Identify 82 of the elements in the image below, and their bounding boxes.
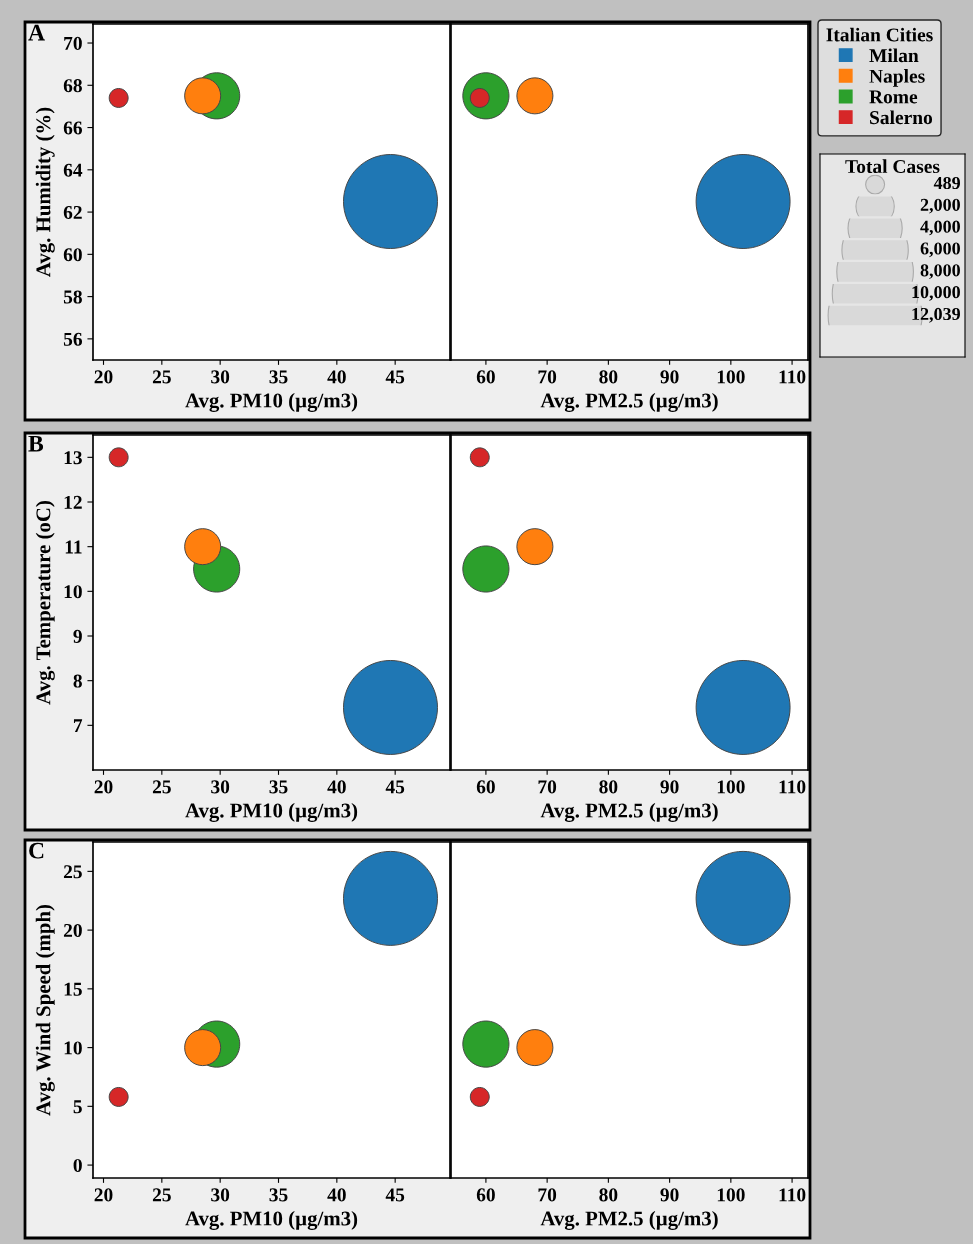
- x-axis-title: Avg. PM2.5 (µg/m3): [540, 392, 718, 412]
- x-tick-label: 90: [660, 370, 679, 384]
- x-tick-label: 110: [779, 780, 806, 794]
- x-tick-label: 100: [717, 370, 745, 384]
- x-tick-label: 110: [779, 370, 806, 384]
- y-axis-title: Avg. Wind Speed (mph): [35, 904, 55, 1116]
- y-tick-label: 58: [63, 290, 82, 304]
- legend-title: Italian Cities: [826, 27, 933, 42]
- legend-label: Rome: [869, 90, 918, 104]
- x-tick-label: 110: [779, 1188, 806, 1202]
- x-axis-title: Avg. PM10 (µg/m3): [185, 802, 358, 822]
- x-tick-label: 30: [211, 370, 230, 384]
- legend-label: 12,039: [912, 307, 960, 323]
- x-tick-label: 90: [660, 1188, 679, 1202]
- legend-label: Naples: [869, 69, 925, 87]
- legend-label: 2,000: [920, 198, 960, 214]
- x-axis-title: Avg. PM10 (µg/m3): [185, 1210, 358, 1230]
- y-axis-title: Avg. Temperature (oC): [35, 501, 55, 705]
- x-tick-label: 30: [211, 780, 230, 794]
- text: Total Cases: [845, 159, 940, 174]
- y-tick-label: 7: [73, 719, 83, 733]
- y-tick-label: 56: [63, 332, 83, 346]
- legend-label: 10,000: [912, 286, 960, 301]
- x-tick-label: 80: [599, 1188, 618, 1202]
- legend-label: 489: [933, 176, 960, 190]
- x-tick-label: 40: [327, 780, 346, 794]
- x-tick-label: 70: [538, 370, 557, 384]
- x-axis-title: Avg. PM2.5 (µg/m3): [540, 1210, 718, 1230]
- y-tick-label: 25: [63, 865, 82, 879]
- x-tick-label: 80: [599, 370, 618, 384]
- y-tick-label: 60: [63, 248, 82, 262]
- x-tick-label: 100: [717, 1188, 745, 1202]
- y-tick-label: 11: [65, 540, 82, 554]
- x-tick-label: 20: [94, 780, 113, 794]
- y-tick-label: 70: [64, 36, 82, 50]
- x-tick-label: 25: [152, 1188, 171, 1202]
- x-tick-label: 90: [660, 780, 679, 794]
- x-tick-label: 100: [717, 780, 745, 794]
- text: C: [29, 842, 44, 859]
- x-tick-label: 35: [269, 1188, 288, 1202]
- y-tick-label: 0: [73, 1158, 82, 1173]
- y-tick-label: 64: [63, 163, 83, 177]
- x-tick-label: 35: [269, 370, 288, 384]
- x-tick-label: 60: [476, 370, 495, 384]
- x-tick-label: 25: [152, 370, 171, 384]
- x-tick-label: 35: [269, 780, 288, 794]
- x-tick-label: 70: [538, 780, 557, 794]
- y-tick-label: 10: [64, 585, 82, 599]
- x-tick-label: 40: [327, 370, 346, 384]
- y-axis-title: Avg. Humidity (%): [35, 107, 55, 277]
- y-tick-label: 9: [73, 629, 82, 643]
- y-tick-label: 62: [63, 205, 82, 220]
- y-tick-label: 13: [64, 451, 82, 465]
- text: A: [28, 24, 45, 41]
- legend-label: 6,000: [920, 242, 960, 258]
- y-tick-label: 66: [63, 121, 83, 135]
- x-tick-label: 30: [211, 1188, 230, 1202]
- y-tick-label: 5: [73, 1100, 82, 1114]
- x-tick-label: 45: [385, 1188, 405, 1202]
- legend-label: 4,000: [920, 220, 960, 236]
- y-tick-label: 20: [63, 923, 82, 938]
- text: B: [28, 435, 44, 452]
- y-tick-label: 68: [63, 79, 82, 93]
- x-tick-label: 80: [599, 780, 618, 794]
- x-tick-label: 45: [385, 370, 405, 384]
- x-tick-label: 70: [538, 1188, 557, 1202]
- x-axis-title: Avg. PM10 (µg/m3): [185, 392, 358, 412]
- y-tick-label: 8: [73, 674, 82, 688]
- x-tick-label: 25: [152, 780, 171, 794]
- x-tick-label: 20: [94, 1188, 113, 1202]
- x-tick-label: 20: [94, 370, 113, 384]
- x-tick-label: 60: [476, 780, 495, 794]
- y-tick-label: 12: [64, 495, 82, 509]
- legend-label: 8,000: [920, 264, 960, 280]
- y-tick-label: 10: [64, 1041, 82, 1055]
- y-tick-label: 15: [64, 982, 82, 996]
- x-tick-label: 60: [476, 1188, 495, 1202]
- x-axis-title: Avg. PM2.5 (µg/m3): [540, 802, 718, 822]
- legend-label: Salerno: [870, 110, 933, 125]
- x-tick-label: 45: [385, 780, 405, 794]
- x-tick-label: 40: [327, 1188, 346, 1202]
- legend-label: Milan: [869, 48, 919, 63]
